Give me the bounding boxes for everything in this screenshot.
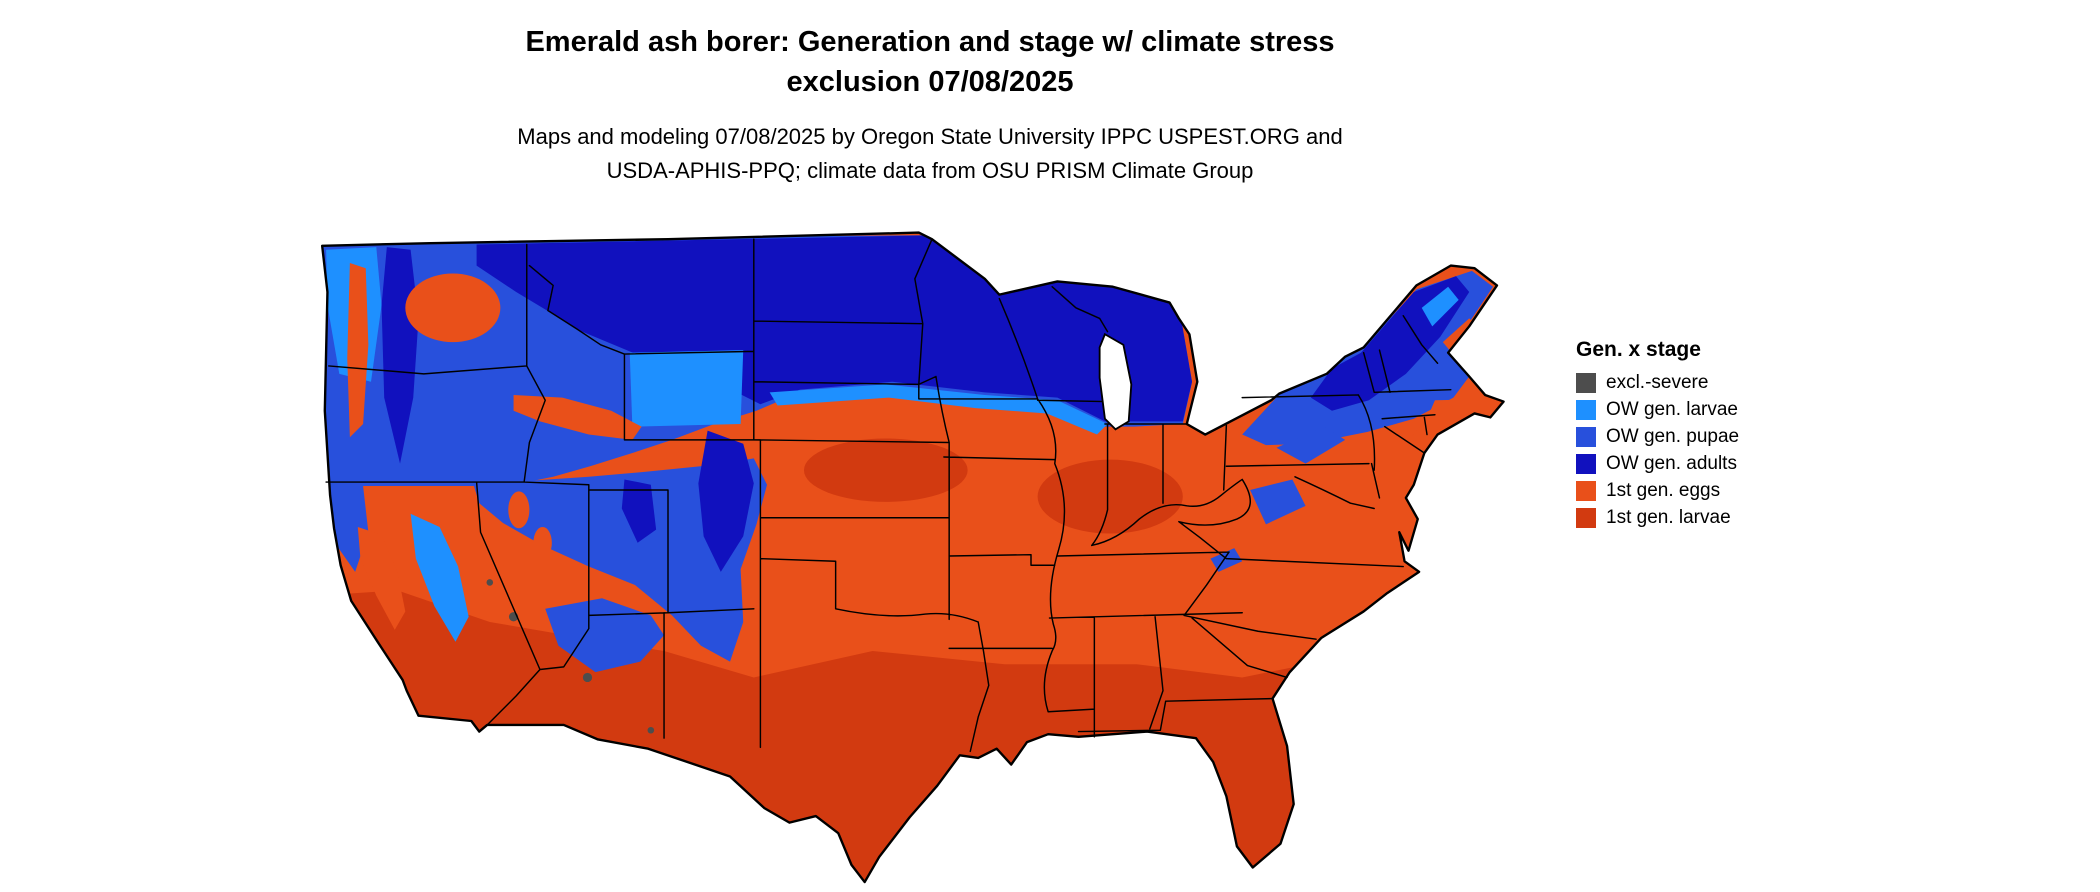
legend-swatch-1st-gen-eggs xyxy=(1576,481,1596,501)
legend-swatch-ow-gen-larvae xyxy=(1576,400,1596,420)
lake-michigan xyxy=(1098,332,1133,431)
map-legend: Gen. x stage excl.-severe OW gen. larvae… xyxy=(1576,338,1739,534)
us-outline xyxy=(320,231,1505,884)
legend-swatch-ow-gen-adults xyxy=(1576,454,1596,474)
legend-label-1st-gen-larvae: 1st gen. larvae xyxy=(1606,507,1731,528)
legend-label-ow-gen-pupae: OW gen. pupae xyxy=(1606,426,1740,447)
map-subtitle-line2: USDA-APHIS-PPQ; climate data from OSU PR… xyxy=(606,158,1254,183)
legend-label-1st-gen-eggs: 1st gen. eggs xyxy=(1606,480,1721,501)
legend-item-1st-gen-larvae: 1st gen. larvae xyxy=(1576,507,1739,529)
legend-label-ow-gen-larvae: OW gen. larvae xyxy=(1606,399,1738,420)
land-raster xyxy=(322,232,1504,883)
us-map xyxy=(320,231,1505,884)
legend-item-excl-severe: excl.-severe xyxy=(1576,372,1739,394)
legend-swatch-1st-gen-larvae xyxy=(1576,508,1596,528)
legend-title: Gen. x stage xyxy=(1576,338,1701,361)
legend-label-ow-gen-adults: OW gen. adults xyxy=(1606,453,1737,474)
map-subtitle: Maps and modeling 07/08/2025 by Oregon S… xyxy=(0,120,1860,188)
legend-label-excl-severe: excl.-severe xyxy=(1606,372,1709,393)
map-title-line1: Emerald ash borer: Generation and stage … xyxy=(525,26,1335,58)
map-title-line2: exclusion 07/08/2025 xyxy=(786,66,1074,98)
figure-header: Emerald ash borer: Generation and stage … xyxy=(0,22,1860,188)
legend-swatch-excl-severe xyxy=(1576,373,1596,393)
legend-item-ow-gen-pupae: OW gen. pupae xyxy=(1576,426,1739,448)
legend-item-ow-gen-adults: OW gen. adults xyxy=(1576,453,1739,475)
legend-item-ow-gen-larvae: OW gen. larvae xyxy=(1576,399,1739,421)
region-1st-gen-eggs-basins xyxy=(347,262,1501,630)
legend-swatch-ow-gen-pupae xyxy=(1576,427,1596,447)
legend-item-1st-gen-eggs: 1st gen. eggs xyxy=(1576,480,1739,502)
map-subtitle-line1: Maps and modeling 07/08/2025 by Oregon S… xyxy=(517,124,1343,149)
us-map-container xyxy=(318,226,1513,886)
state-boundaries xyxy=(325,238,1452,753)
